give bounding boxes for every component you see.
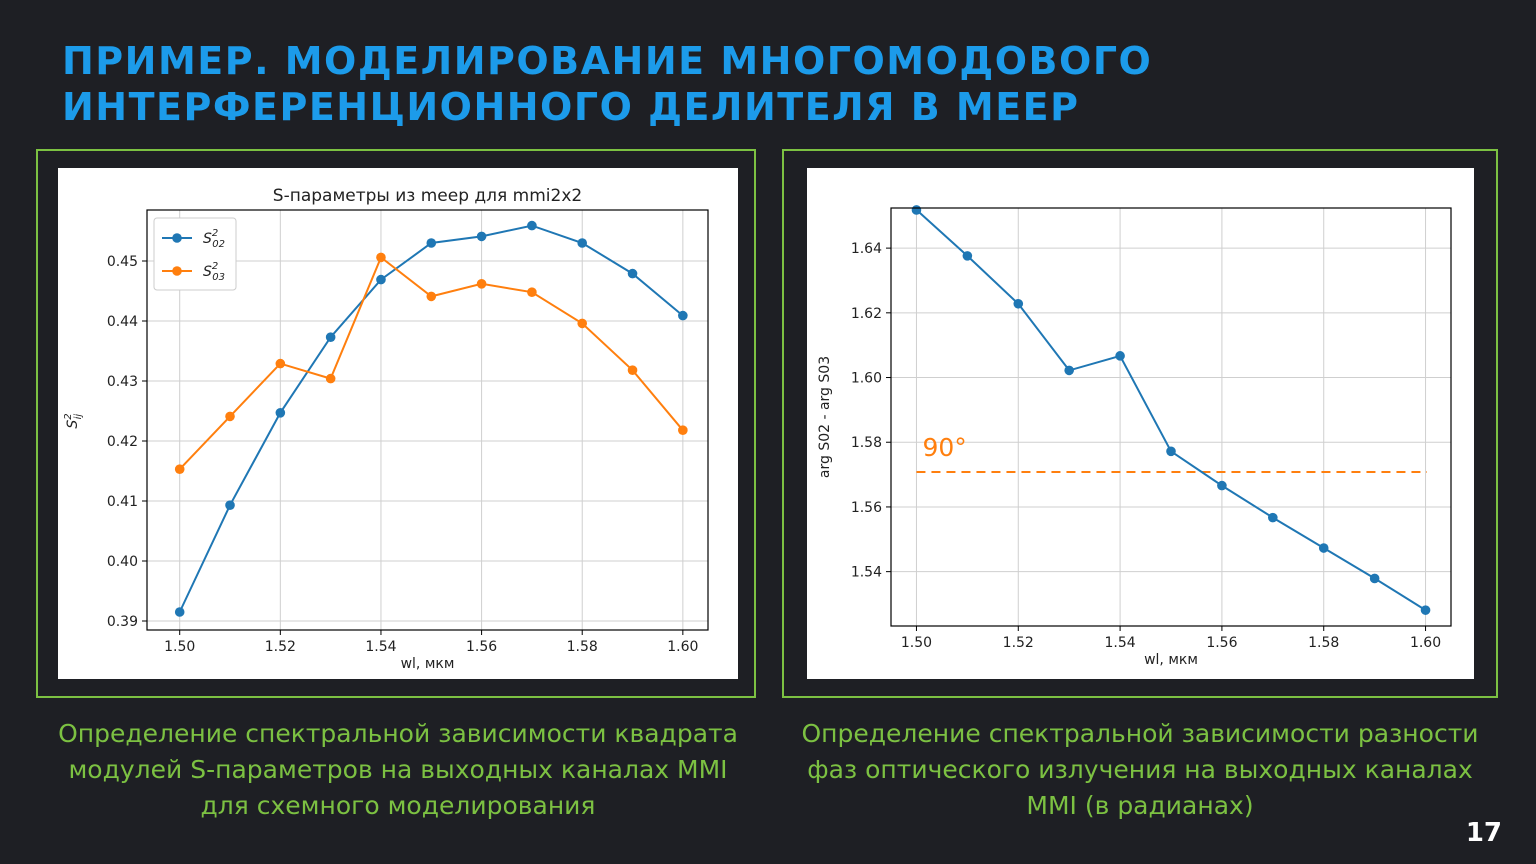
series-1-point — [962, 251, 973, 261]
legend-entry-s03: S2 03 — [203, 261, 225, 283]
series-1-point — [1013, 298, 1024, 309]
series-1-point — [1166, 446, 1176, 457]
series-1-point — [1217, 480, 1227, 491]
chart-title: S-параметры из meep для mmi2x2 — [273, 186, 582, 206]
series-2-point — [627, 365, 638, 375]
series-1-point — [426, 238, 437, 248]
series-1-point — [627, 268, 638, 279]
series-2-point — [275, 358, 286, 369]
legend-swatch-marker — [172, 266, 182, 276]
x-tick-label: 1.50 — [901, 635, 932, 651]
series-1-point — [275, 408, 286, 418]
series-line-2 — [178, 255, 684, 470]
series-1-point — [1115, 351, 1125, 361]
x-axis-label: wl, мкм — [401, 656, 455, 672]
series-2-point — [225, 411, 235, 422]
series-1-point — [1318, 543, 1329, 553]
x-tick-label: 1.56 — [466, 639, 497, 655]
series-line-1 — [915, 209, 1427, 611]
series-1-point — [1268, 512, 1278, 523]
y-tick-label: 1.62 — [851, 306, 882, 322]
axes-frame — [146, 209, 709, 631]
right-caption-line-3: MMI (в радианах) — [1026, 791, 1254, 820]
left-chart-plot: 1.50 1.52 1.54 1.56 1.58 1.60 0.39 0.40 0.41 0.42… — [58, 168, 738, 679]
series-1-point — [527, 220, 537, 231]
y-axis-label: arg S02 - arg S03 — [817, 356, 833, 478]
axes-frame — [890, 207, 1452, 627]
series-2-point — [325, 373, 336, 384]
series-1-point — [376, 274, 386, 285]
x-tick-label: 1.56 — [1206, 635, 1237, 651]
left-caption-line-1: Определение спектральной зависимости ква… — [58, 719, 738, 748]
series-2-point — [577, 318, 588, 329]
series-1-point — [1369, 573, 1380, 584]
phase-difference-chart: 1.50 1.52 1.54 1.56 1.58 1.60 1.54 1.56 1.58 1.60… — [817, 205, 1452, 668]
y-tick-label: 0.41 — [107, 494, 138, 510]
left-chart-panel: 1.50 1.52 1.54 1.56 1.58 1.60 0.39 0.40 0.41 0.42… — [36, 149, 756, 698]
right-caption-line-1: Определение спектральной зависимости раз… — [801, 719, 1479, 748]
chart-legend: S2 02 S2 03 — [153, 217, 237, 291]
y-tick-label: 1.58 — [851, 435, 882, 451]
s-parameters-chart: 1.50 1.52 1.54 1.56 1.58 1.60 0.39 0.40 0.41 0.42… — [63, 186, 709, 672]
left-caption-line-2: модулей S-параметров на выходных каналах… — [68, 755, 728, 784]
y-tick-label: 0.44 — [107, 314, 138, 330]
y-tick-label: 1.60 — [851, 371, 882, 387]
x-tick-label: 1.52 — [265, 639, 296, 655]
series-1-point — [1420, 605, 1431, 615]
y-tick-label: 1.56 — [851, 500, 882, 516]
y-tick-label: 0.45 — [107, 254, 138, 270]
x-tick-label: 1.54 — [1105, 635, 1136, 651]
series-2-point — [527, 287, 537, 297]
series-1-point — [1064, 365, 1074, 376]
x-tick-label: 1.54 — [365, 639, 396, 655]
right-caption: Определение спектральной зависимости раз… — [782, 716, 1498, 824]
x-tick-label: 1.58 — [567, 639, 598, 655]
x-tick-label: 1.60 — [667, 639, 698, 655]
series-2-point — [678, 425, 688, 436]
y-axis-label: S2ij — [63, 413, 84, 428]
x-axis-label: wl, мкм — [1144, 652, 1198, 668]
series-1-point — [174, 607, 185, 617]
legend-entry-s02: S2 02 — [203, 228, 225, 250]
y-tick-label: 0.42 — [107, 434, 138, 450]
page-number: 17 — [1465, 818, 1502, 848]
right-caption-line-2: фаз оптического излучения на выходных ка… — [807, 755, 1473, 784]
y-tick-label: 1.54 — [851, 565, 882, 581]
x-tick-label: 1.60 — [1410, 635, 1441, 651]
slide-title-line-2: ИНТЕРФЕРЕНЦИОННОГО ДЕЛИТЕЛЯ В MEEP — [62, 85, 1080, 129]
reference-line-label: 90° — [922, 433, 966, 462]
x-tick-label: 1.52 — [1003, 635, 1034, 651]
series-1-point — [325, 332, 336, 342]
series-2-point — [426, 291, 437, 302]
series-1-point — [225, 500, 235, 511]
series-1-point — [678, 310, 688, 321]
y-tick-label: 0.40 — [107, 554, 138, 570]
legend-swatch-marker — [172, 233, 182, 243]
series-1-point — [476, 231, 487, 242]
series-1-point — [577, 238, 588, 248]
left-caption: Определение спектральной зависимости ква… — [38, 716, 758, 824]
series-2-point — [476, 279, 487, 289]
series-2-point — [376, 252, 386, 263]
series-line-1 — [178, 224, 684, 613]
right-chart-panel: 1.50 1.52 1.54 1.56 1.58 1.60 1.54 1.56 1.58 1.60… — [782, 149, 1498, 698]
y-tick-label: 0.43 — [107, 374, 138, 390]
left-caption-line-3: для схемного моделирования — [200, 791, 596, 820]
y-tick-label: 1.64 — [851, 241, 882, 257]
slide-title: ПРИМЕР. МОДЕЛИРОВАНИЕ МНОГОМОДОВОГО ИНТЕ… — [62, 38, 1262, 130]
y-tick-label: 0.39 — [107, 614, 138, 630]
x-tick-label: 1.50 — [164, 639, 195, 655]
series-1-point — [911, 205, 922, 215]
series-2-point — [174, 464, 185, 475]
x-tick-label: 1.58 — [1308, 635, 1339, 651]
right-chart-plot: 1.50 1.52 1.54 1.56 1.58 1.60 1.54 1.56 1.58 1.60… — [807, 168, 1474, 679]
slide-title-line-1: ПРИМЕР. МОДЕЛИРОВАНИЕ МНОГОМОДОВОГО — [62, 39, 1153, 83]
